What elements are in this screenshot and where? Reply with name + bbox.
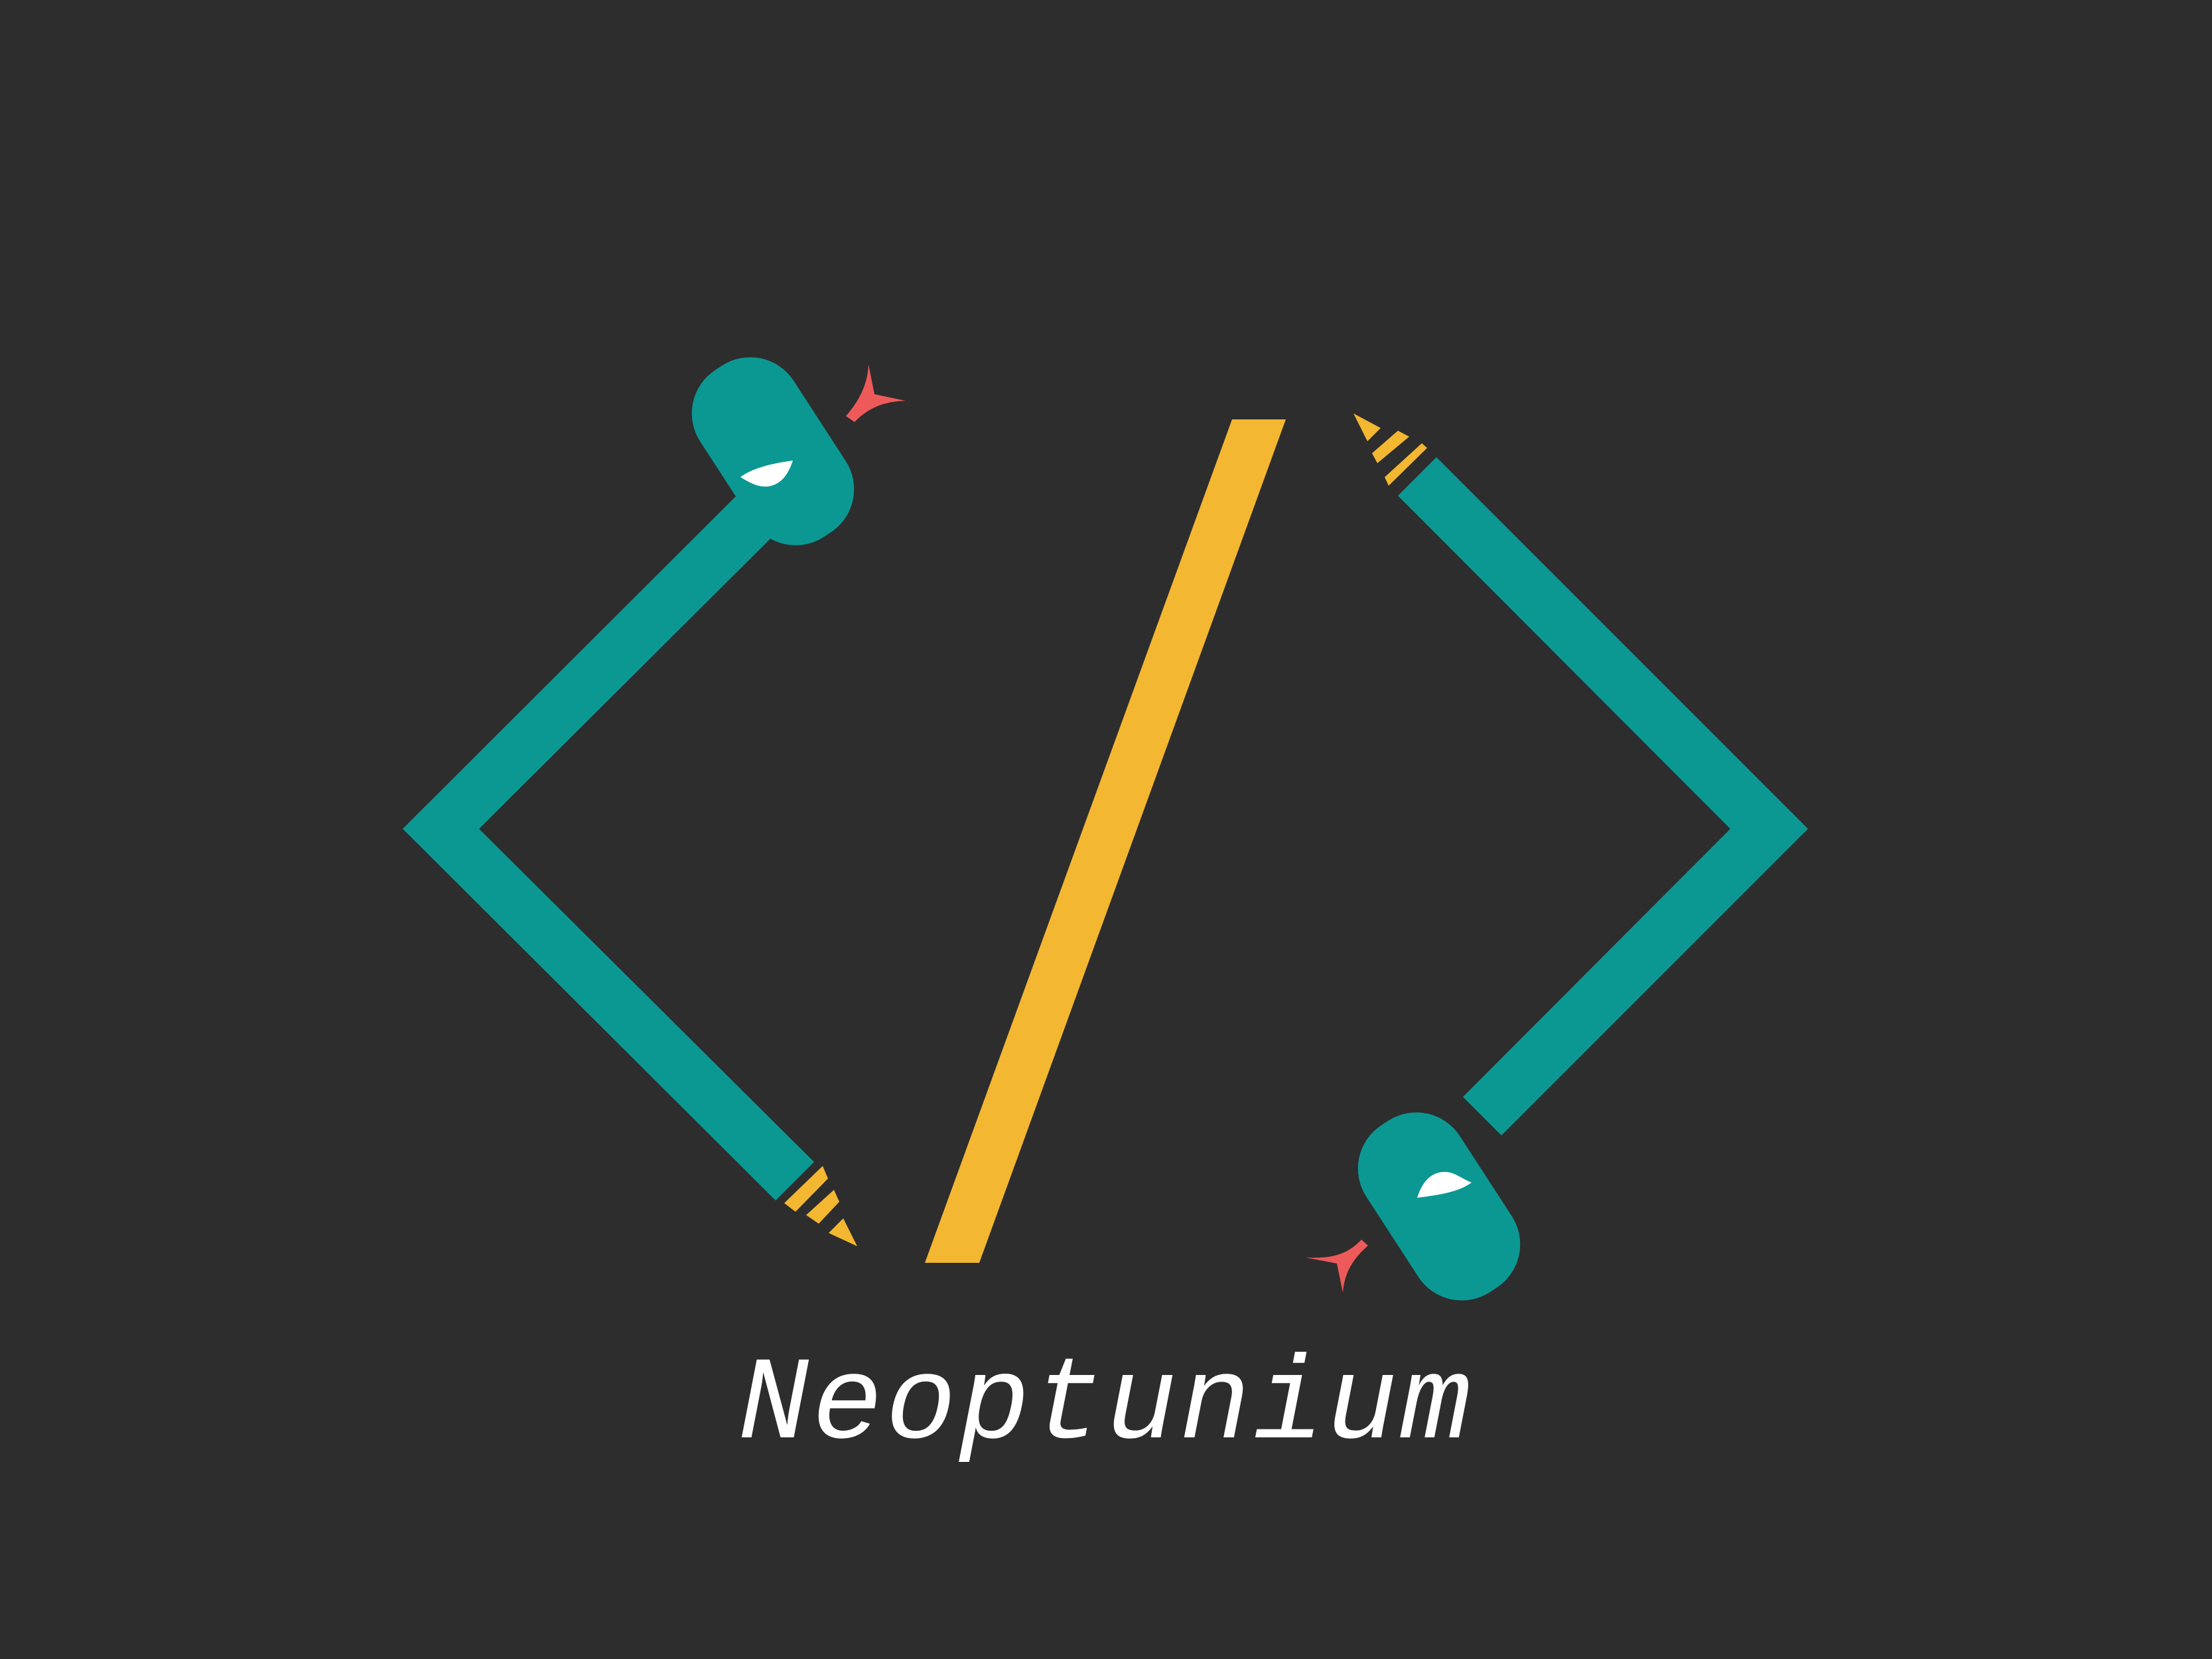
right-snake-body (1398, 457, 1808, 1135)
slash-icon (925, 419, 1286, 1263)
left-snake-rattle (784, 1166, 857, 1246)
right-snake-head (1357, 1112, 1521, 1301)
right-snake-bracket-icon (1306, 413, 1808, 1301)
left-snake-eye-icon (740, 461, 793, 487)
right-snake-rattle (1353, 413, 1427, 486)
left-snake-body (403, 488, 814, 1200)
right-snake-eye-icon (1417, 1171, 1472, 1198)
right-snake-tongue-icon (1306, 1240, 1368, 1293)
left-snake-head (691, 357, 855, 545)
brand-name: Neoptunium (738, 1340, 1474, 1473)
left-snake-bracket-icon (403, 357, 906, 1246)
left-snake-tongue-icon (846, 364, 906, 422)
